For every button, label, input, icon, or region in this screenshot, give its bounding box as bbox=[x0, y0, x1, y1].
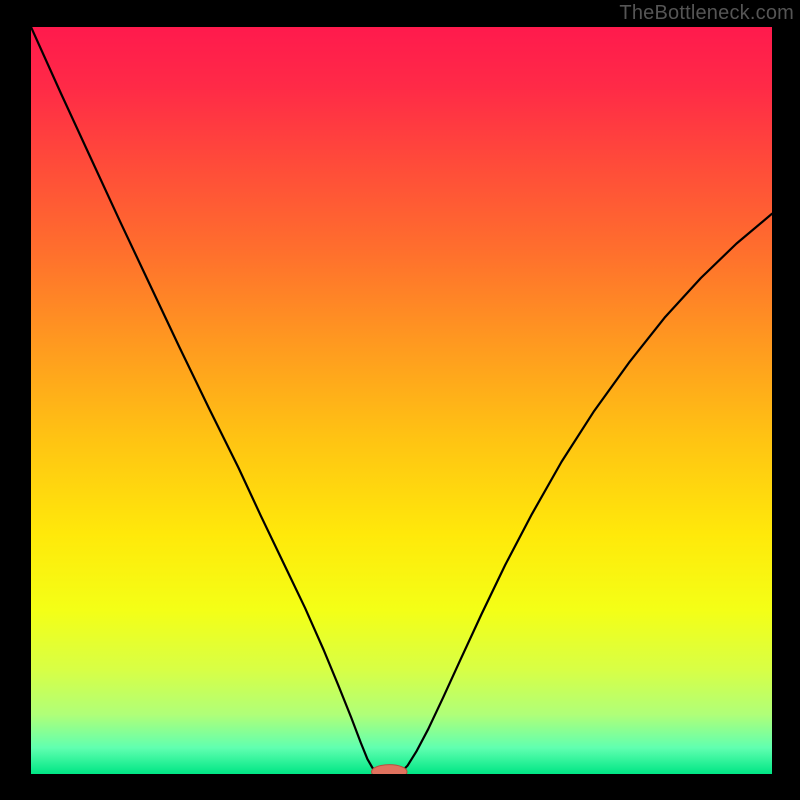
chart-background-gradient bbox=[31, 27, 772, 774]
chart-plot-area bbox=[31, 27, 772, 774]
bottleneck-chart bbox=[31, 27, 772, 774]
watermark-text: TheBottleneck.com bbox=[619, 2, 794, 25]
